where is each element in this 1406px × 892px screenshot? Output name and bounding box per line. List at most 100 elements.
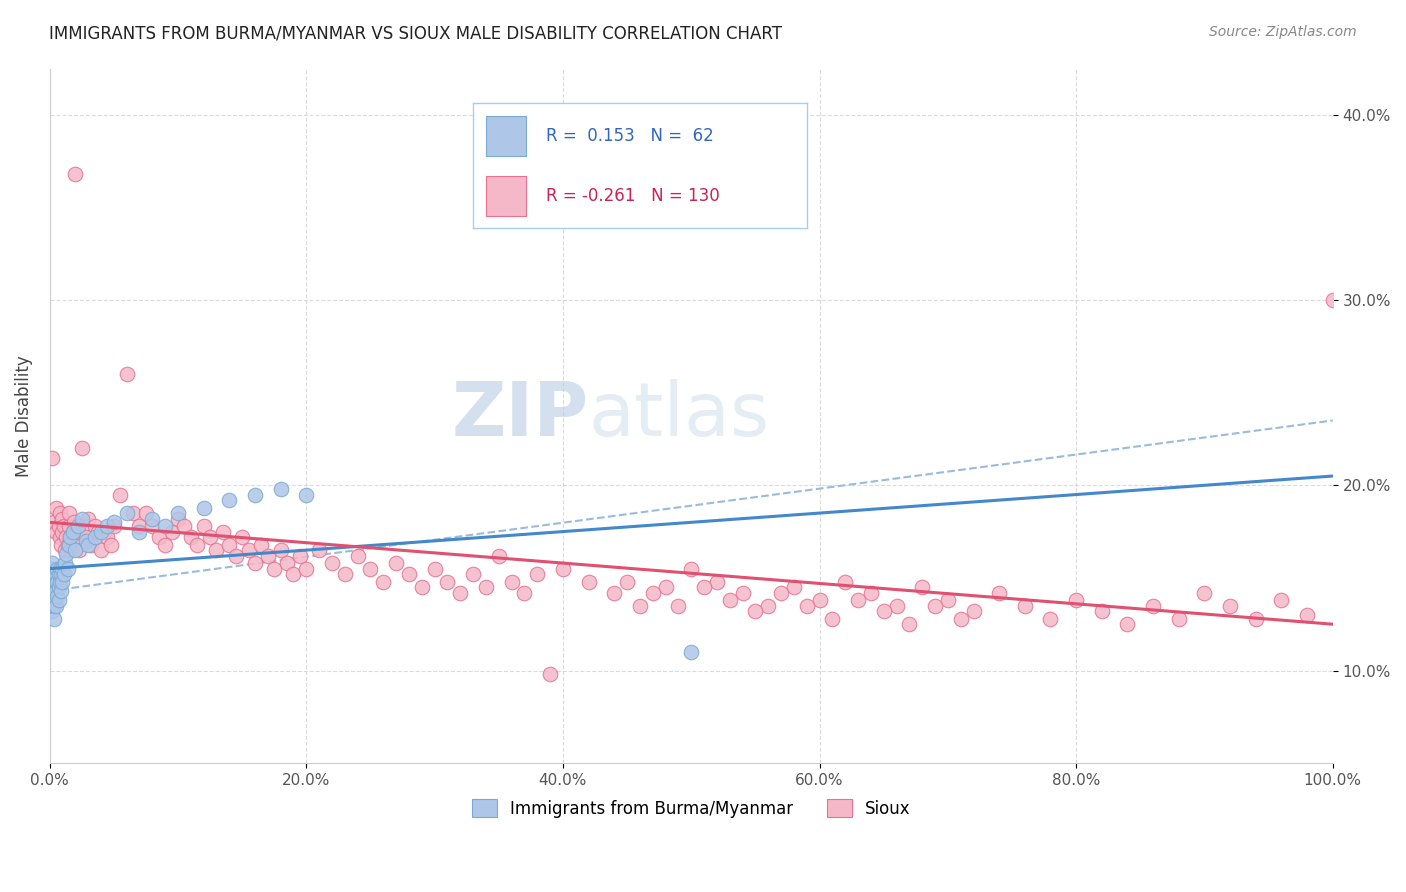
Point bbox=[39, 574, 62, 589]
Point bbox=[55, 530, 77, 544]
Point bbox=[551, 561, 574, 575]
Point bbox=[52, 567, 75, 582]
Point bbox=[41, 593, 63, 607]
Point bbox=[49, 506, 72, 520]
Point bbox=[501, 574, 523, 589]
Point bbox=[115, 367, 138, 381]
Point bbox=[41, 576, 63, 591]
Point bbox=[834, 574, 856, 589]
Point bbox=[56, 537, 79, 551]
Point bbox=[46, 574, 69, 589]
Point bbox=[1064, 593, 1087, 607]
Point bbox=[42, 612, 65, 626]
Point bbox=[1322, 293, 1344, 307]
Point bbox=[1142, 599, 1164, 613]
Point bbox=[65, 530, 87, 544]
Point bbox=[153, 519, 176, 533]
Text: ZIP: ZIP bbox=[451, 379, 589, 452]
Point bbox=[44, 580, 66, 594]
Point bbox=[373, 574, 395, 589]
Point bbox=[48, 567, 70, 582]
Point bbox=[128, 524, 150, 539]
Point bbox=[475, 580, 498, 594]
Text: IMMIGRANTS FROM BURMA/MYANMAR VS SIOUX MALE DISABILITY CORRELATION CHART: IMMIGRANTS FROM BURMA/MYANMAR VS SIOUX M… bbox=[49, 25, 782, 43]
Point bbox=[886, 599, 908, 613]
Point bbox=[39, 561, 62, 575]
Point bbox=[45, 500, 67, 515]
Point bbox=[42, 590, 65, 604]
Point bbox=[263, 561, 285, 575]
Point bbox=[436, 574, 458, 589]
Point bbox=[41, 604, 63, 618]
Point bbox=[1194, 585, 1216, 599]
Point bbox=[135, 506, 157, 520]
Point bbox=[62, 524, 84, 539]
Point bbox=[87, 524, 110, 539]
Point bbox=[45, 574, 67, 589]
Point bbox=[603, 585, 626, 599]
Point bbox=[65, 543, 87, 558]
Point bbox=[51, 567, 73, 582]
Point bbox=[148, 530, 170, 544]
Point bbox=[39, 583, 62, 598]
Point bbox=[39, 567, 62, 582]
Text: atlas: atlas bbox=[589, 379, 769, 452]
Point bbox=[398, 567, 420, 582]
Point bbox=[160, 524, 183, 539]
Point bbox=[186, 537, 208, 551]
Point bbox=[898, 617, 921, 632]
Point bbox=[731, 585, 754, 599]
Point bbox=[45, 583, 67, 598]
Point bbox=[962, 604, 984, 618]
Point bbox=[42, 567, 65, 582]
Point bbox=[949, 612, 972, 626]
Text: Source: ZipAtlas.com: Source: ZipAtlas.com bbox=[1209, 25, 1357, 39]
Point bbox=[859, 585, 882, 599]
Point bbox=[72, 519, 94, 533]
Point bbox=[77, 537, 100, 551]
Point bbox=[41, 450, 63, 465]
Point bbox=[45, 567, 67, 582]
Point bbox=[96, 530, 118, 544]
Point bbox=[911, 580, 934, 594]
Point bbox=[153, 537, 176, 551]
Point bbox=[67, 543, 90, 558]
Point bbox=[288, 549, 311, 563]
Point bbox=[90, 524, 112, 539]
Point bbox=[256, 549, 278, 563]
Point bbox=[53, 543, 76, 558]
Point bbox=[616, 574, 638, 589]
Point bbox=[83, 530, 105, 544]
Point bbox=[45, 599, 67, 613]
Point bbox=[42, 574, 65, 589]
Point bbox=[526, 567, 548, 582]
Point bbox=[461, 567, 484, 582]
Point bbox=[167, 511, 190, 525]
Point bbox=[44, 583, 66, 598]
Point bbox=[243, 556, 266, 570]
Point bbox=[51, 511, 73, 525]
Point bbox=[693, 580, 716, 594]
Point bbox=[385, 556, 408, 570]
Point bbox=[513, 585, 536, 599]
Point bbox=[276, 556, 298, 570]
Point bbox=[681, 645, 703, 659]
Point bbox=[141, 511, 163, 525]
Point bbox=[70, 511, 93, 525]
Point bbox=[141, 519, 163, 533]
Point bbox=[167, 506, 190, 520]
Point bbox=[641, 585, 664, 599]
Point bbox=[48, 580, 70, 594]
Point bbox=[70, 442, 93, 456]
Point bbox=[718, 593, 741, 607]
Point bbox=[75, 530, 97, 544]
Point bbox=[51, 524, 73, 539]
Point bbox=[66, 524, 89, 539]
Point bbox=[225, 549, 247, 563]
Point bbox=[333, 567, 356, 582]
Point bbox=[873, 604, 896, 618]
Point bbox=[218, 537, 240, 551]
Point bbox=[75, 533, 97, 548]
Point bbox=[1014, 599, 1036, 613]
Point bbox=[666, 599, 689, 613]
